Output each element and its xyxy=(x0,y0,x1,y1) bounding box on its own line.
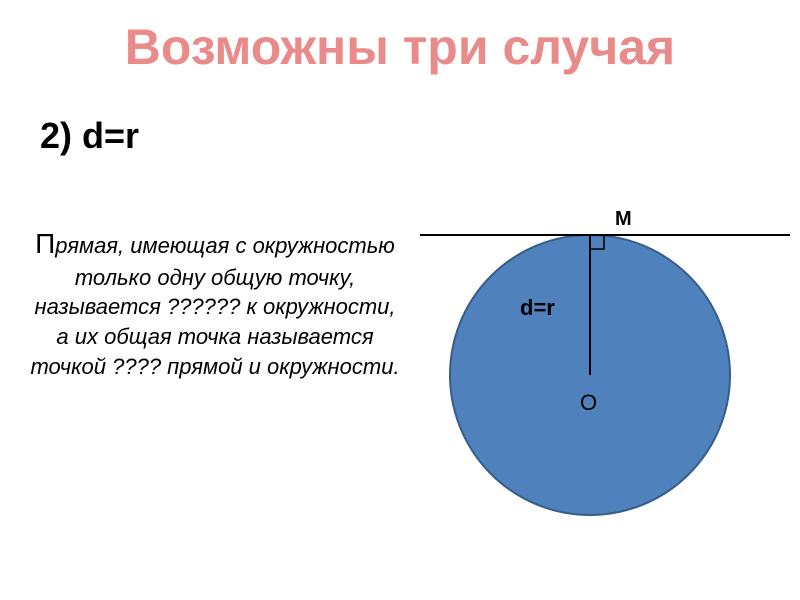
svg-text:O: O xyxy=(580,390,597,415)
body-paragraph: Прямая, имеющая с окружностью только одн… xyxy=(30,225,400,382)
slide-title: Возможны три случая xyxy=(0,20,800,75)
circle-tangent-diagram: M Od=r xyxy=(420,155,800,535)
diagram-container: M Od=r xyxy=(420,155,800,540)
subheading: 2) d=r xyxy=(40,115,139,157)
svg-text:M: M xyxy=(615,208,632,230)
body-rest: рямая, имеющая с окружностью только одну… xyxy=(30,233,399,379)
svg-text:d=r: d=r xyxy=(520,295,555,320)
body-first-char: П xyxy=(35,228,55,259)
